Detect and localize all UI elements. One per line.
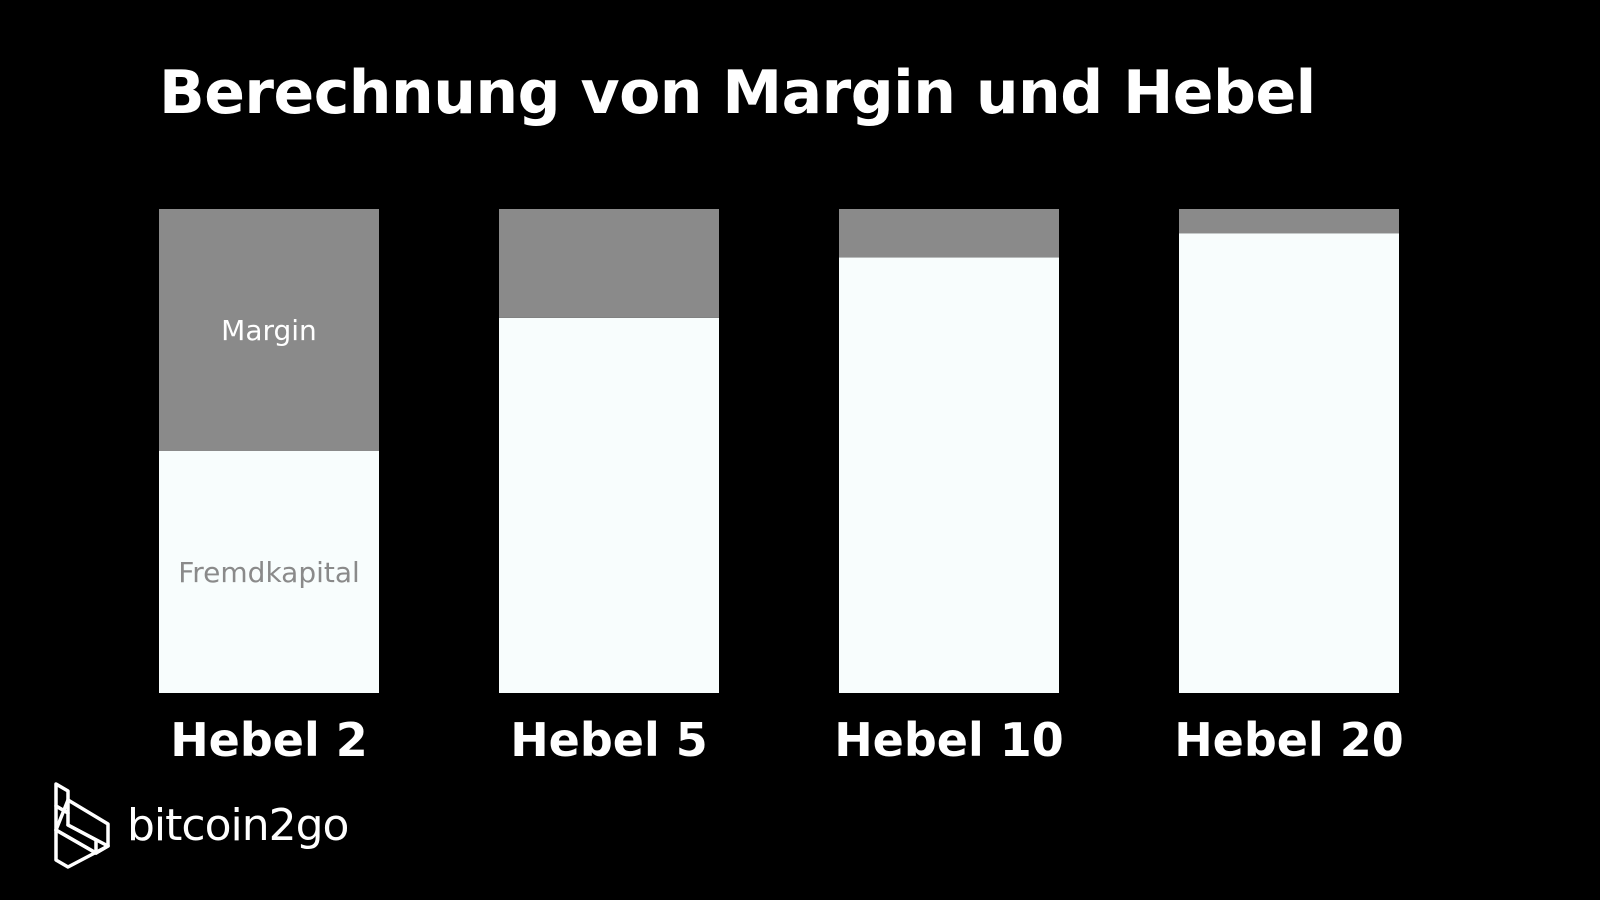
chart-title: Berechnung von Margin und Hebel — [159, 58, 1316, 128]
brand-name: bitcoin2go — [127, 800, 349, 851]
bar-margin-3 — [839, 209, 1059, 258]
bar-group-1: Margin Fremdkapital Hebel 2 — [159, 209, 379, 767]
bar-fremdkapital-1 — [159, 451, 379, 693]
bar-fremdkapital-3 — [839, 257, 1059, 693]
bitcoin2go-logo-icon — [54, 782, 110, 869]
bar-margin-2 — [499, 209, 719, 318]
segment-label-fremdkapital: Fremdkapital — [178, 556, 360, 589]
category-label-3: Hebel 10 — [834, 713, 1064, 767]
category-label-2: Hebel 5 — [510, 713, 708, 767]
bar-fremdkapital-4 — [1179, 233, 1399, 693]
bar-group-2: Hebel 5 — [499, 209, 719, 767]
category-label-4: Hebel 20 — [1174, 713, 1404, 767]
bar-fremdkapital-2 — [499, 317, 719, 693]
segment-label-margin: Margin — [221, 314, 317, 347]
bar-margin-4 — [1179, 209, 1399, 234]
bar-group-4: Hebel 20 — [1174, 209, 1404, 767]
bar-margin-1 — [159, 209, 379, 451]
category-label-1: Hebel 2 — [170, 713, 368, 767]
bar-group-3: Hebel 10 — [834, 209, 1064, 767]
